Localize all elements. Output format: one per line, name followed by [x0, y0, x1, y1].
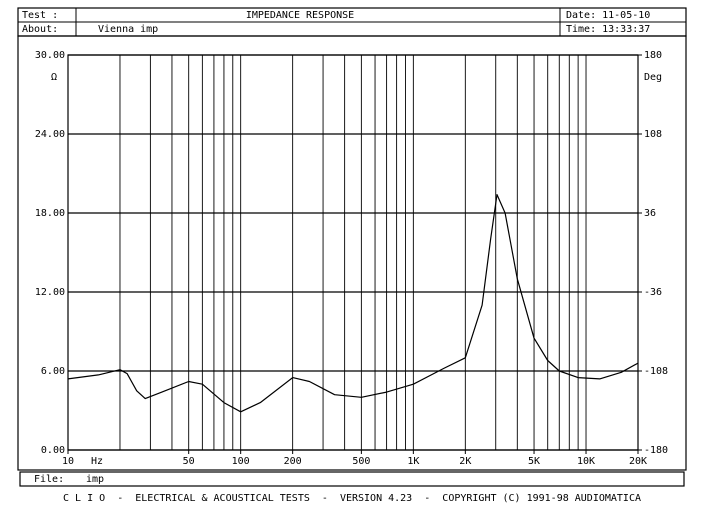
x-tick-label: 2K: [459, 456, 471, 467]
x-tick-label: 1K: [407, 456, 419, 467]
about: Vienna imp: [98, 24, 158, 35]
y-tick-label: 12.00: [35, 287, 65, 298]
y2-unit: Deg: [644, 72, 662, 83]
y2-tick-label: 180: [644, 50, 662, 61]
file-box: [19, 471, 685, 487]
y2-tick-label: -180: [644, 445, 668, 456]
y-tick-label: 0.00: [41, 445, 65, 456]
x-unit: Hz: [91, 456, 103, 467]
x-tick-label: 50: [183, 456, 195, 467]
plot-area: [67, 54, 639, 451]
y-tick-label: 24.00: [35, 129, 65, 140]
test-label: Test :: [22, 10, 58, 21]
y2-tick-label: 108: [644, 129, 662, 140]
y-unit: Ω: [51, 72, 57, 83]
y2-tick-label: -108: [644, 366, 668, 377]
x-tick-label: 20K: [629, 456, 647, 467]
about-label: About:: [22, 24, 58, 35]
y-tick-label: 6.00: [41, 366, 65, 377]
y2-tick-label: 36: [644, 208, 656, 219]
x-tick-label: 5K: [528, 456, 540, 467]
file-label: File:: [34, 474, 64, 485]
x-tick-label: 500: [352, 456, 370, 467]
x-tick-label: 10: [62, 456, 74, 467]
y2-tick-label: -36: [644, 287, 662, 298]
y-tick-label: 30.00: [35, 50, 65, 61]
x-tick-label: 10K: [577, 456, 595, 467]
footer: C L I O - ELECTRICAL & ACOUSTICAL TESTS …: [63, 493, 641, 504]
file-name: imp: [86, 474, 104, 485]
time: Time: 13:33:37: [566, 24, 650, 35]
chart-title: IMPEDANCE RESPONSE: [246, 10, 354, 21]
x-tick-label: 100: [232, 456, 250, 467]
date: Date: 11-05-10: [566, 10, 650, 21]
x-tick-label: 200: [284, 456, 302, 467]
plot-frame: [17, 35, 687, 471]
y-tick-label: 18.00: [35, 208, 65, 219]
impedance-curve: [67, 194, 639, 413]
